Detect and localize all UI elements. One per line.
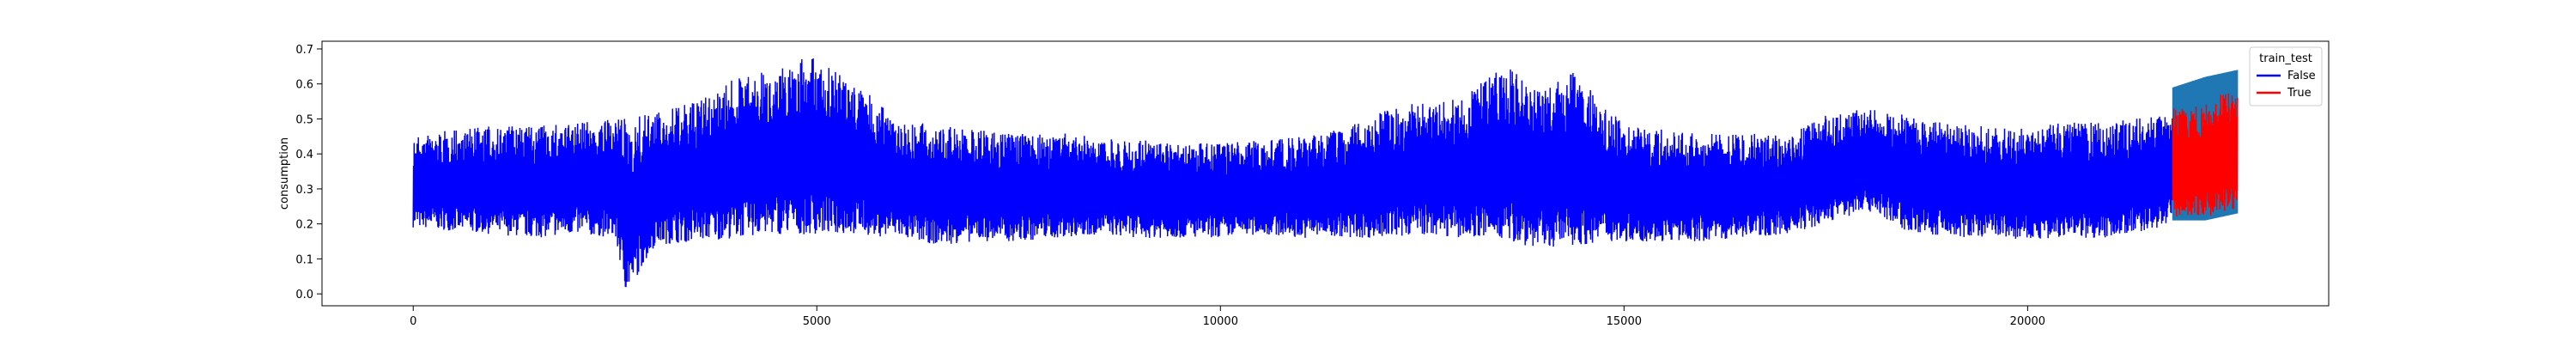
series-line-false (412, 58, 2174, 288)
x-axis: 0 5000 10000 15000 20000 (410, 306, 2045, 328)
y-axis: 0.0 0.1 0.2 0.3 0.4 0.5 0.6 0.7 (295, 44, 322, 301)
series-false (412, 58, 2174, 288)
legend: train_test False True (2249, 46, 2323, 107)
y-tick-label: 0.3 (295, 184, 313, 197)
x-tick-label: 20000 (2010, 315, 2045, 328)
plot-marks (412, 58, 2239, 288)
legend-label-false: False (2287, 70, 2316, 82)
y-tick-label: 0.2 (295, 219, 313, 232)
y-tick-label: 0.5 (295, 113, 313, 126)
legend-title: train_test (2259, 52, 2312, 65)
x-tick-label: 0 (410, 315, 416, 328)
y-tick-label: 0.1 (295, 253, 313, 266)
legend-box (2249, 46, 2323, 107)
series-line-true (2172, 93, 2239, 217)
x-tick-label: 5000 (803, 315, 831, 328)
legend-label-true: True (2287, 87, 2312, 100)
y-tick-label: 0.7 (295, 44, 313, 57)
plot-frame (321, 40, 2330, 307)
x-tick-label: 15000 (1607, 315, 1642, 328)
y-tick-label: 0.0 (295, 289, 313, 301)
x-tick-label: 10000 (1203, 315, 1238, 328)
y-axis-label: consumption (278, 137, 291, 210)
y-tick-label: 0.4 (295, 149, 313, 161)
series-true (2172, 70, 2239, 221)
y-tick-label: 0.6 (295, 79, 313, 92)
